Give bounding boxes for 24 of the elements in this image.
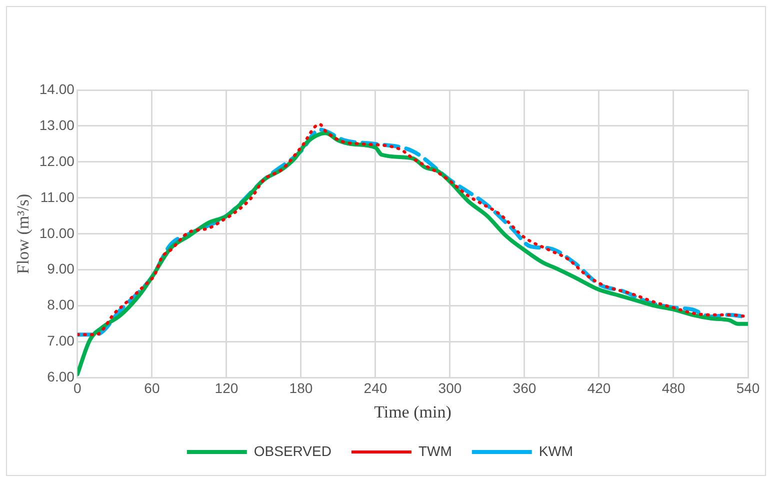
x-tick-label: 0 bbox=[74, 380, 82, 396]
legend-label: TWM bbox=[418, 442, 452, 459]
y-tick-label: 10.00 bbox=[39, 224, 75, 241]
x-tick-label: 180 bbox=[289, 380, 313, 396]
legend-label: KWM bbox=[538, 442, 574, 459]
x-tick-label: 300 bbox=[438, 380, 462, 396]
x-axis-title: Time (min) bbox=[374, 402, 452, 422]
y-tick-label: 12.00 bbox=[39, 152, 75, 169]
x-tick-label: 360 bbox=[512, 380, 536, 396]
x-tick-label: 540 bbox=[736, 380, 760, 396]
y-tick-label: 6.00 bbox=[47, 368, 75, 385]
x-tick-label: 120 bbox=[214, 380, 238, 396]
y-tick-label: 9.00 bbox=[47, 260, 75, 277]
y-axis-title: Flow (m³/s) bbox=[14, 194, 33, 274]
y-tick-label: 13.00 bbox=[39, 116, 75, 133]
y-tick-label: 14.00 bbox=[39, 80, 75, 97]
x-tick-label: 60 bbox=[144, 380, 160, 396]
x-tick-label: 480 bbox=[662, 380, 686, 396]
x-tick-label: 420 bbox=[587, 380, 611, 396]
legend-label: OBSERVED bbox=[254, 442, 332, 459]
y-tick-label: 11.00 bbox=[40, 188, 75, 205]
y-tick-label: 7.00 bbox=[47, 332, 75, 349]
x-tick-label: 240 bbox=[364, 380, 388, 396]
y-tick-label: 8.00 bbox=[47, 296, 75, 313]
